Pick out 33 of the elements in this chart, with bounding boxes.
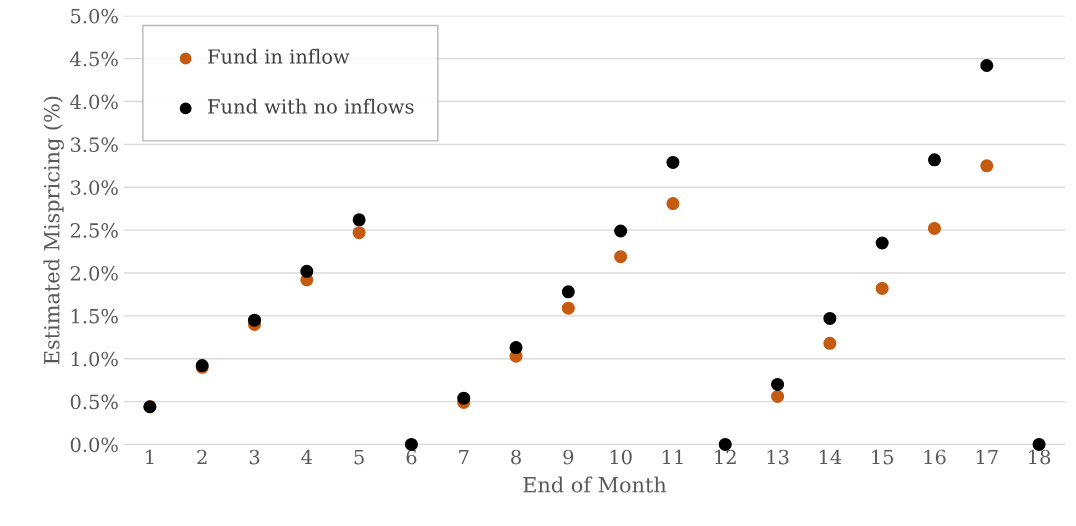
x-tick-label: 1 [146,449,154,465]
x-tick-label: 7 [459,449,469,465]
y-tick-label: 3.0% [70,180,118,195]
x-tick-label: 5 [354,449,364,465]
y-tick-label: 4.0% [70,94,118,110]
x-tick-label: 2 [197,449,207,465]
x-tick-label: 13 [767,449,789,465]
x-tick-label: 4 [301,449,313,465]
x-tick-label: 10 [610,449,632,465]
x-tick-label: 8 [511,449,521,465]
x-tick-label: 18 [1029,449,1051,465]
y-tick-label: 0.0% [70,437,118,453]
y-tick-label: 1.5% [71,308,118,324]
x-tick-label: 11 [662,449,683,465]
x-tick-label: 14 [819,449,842,465]
x-tick-label: 12 [715,449,736,465]
y-tick-label: 5.0% [71,8,118,24]
x-tick-label: 9 [563,449,574,465]
y-tick-label: 2.0% [70,265,118,281]
x-axis-title: End of Month [523,476,667,493]
x-tick-label: 3 [249,449,260,465]
x-tick-label: 6 [406,449,417,465]
legend-label: Fund with no inflows [208,98,414,114]
y-tick-label: 2.5% [70,223,118,238]
x-tick-label: 16 [924,449,946,465]
y-tick-label: 1.0% [71,351,118,367]
y-tick-label: 0.5% [70,394,118,410]
x-tick-label: 15 [872,449,894,465]
x-tick-label: 17 [976,449,998,465]
legend-label: Fund in inflow [208,48,350,64]
y-tick-label: 4.5% [70,51,118,67]
y-tick-label: 3.5% [70,137,118,153]
y-axis-title: Estimated Mispricing (%) [43,96,64,365]
